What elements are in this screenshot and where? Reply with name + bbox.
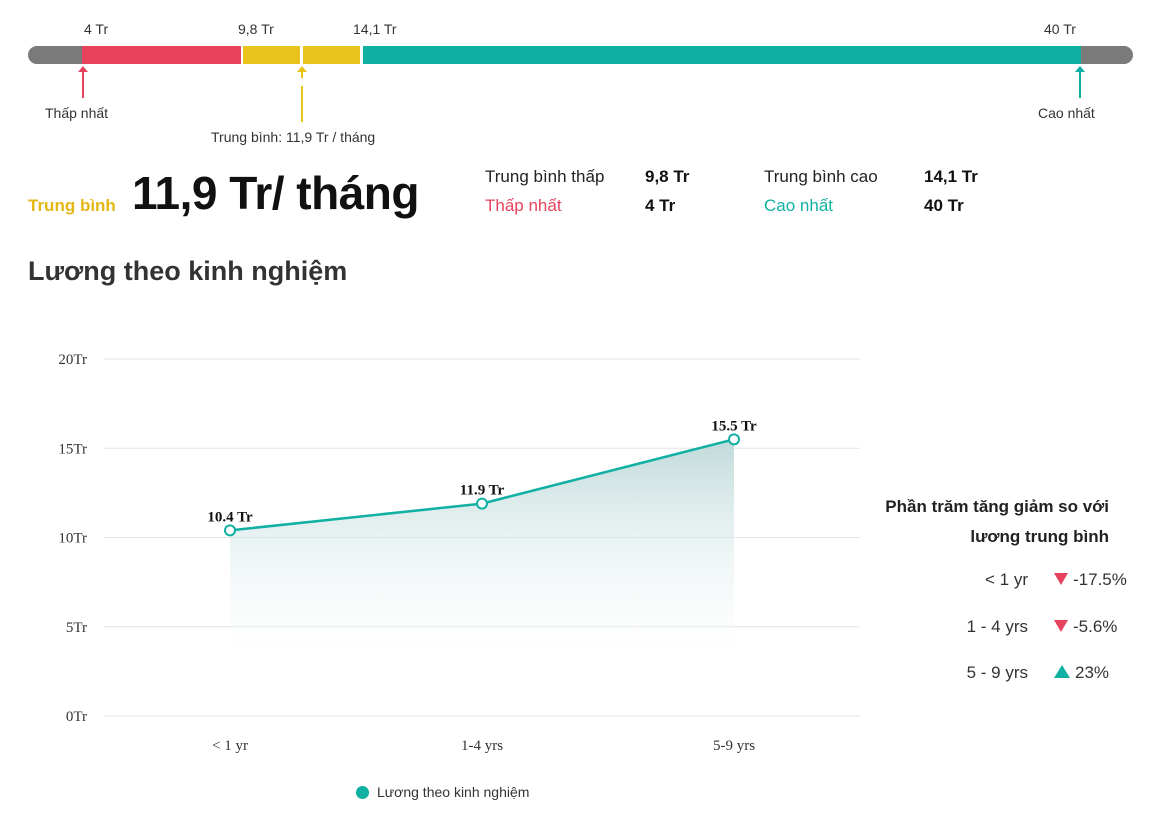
y-tick-label: 20Tr [58,352,87,368]
highest-marker-label: Cao nhất [1038,105,1095,121]
range-segment-low [82,46,241,64]
highest-value: 40 Tr [924,196,964,215]
percent-panel-title-line2: lương trung bình [970,527,1109,546]
y-tick-label: 10Tr [58,531,87,547]
highest-label: Cao nhất [764,196,833,215]
range-high-avg-label: 14,1 Tr [353,21,397,37]
triangle-up-icon [1054,665,1070,678]
data-label: 15.5 Tr [711,418,757,434]
x-tick-label: 5-9 yrs [713,738,755,754]
y-tick-label: 15Tr [58,441,87,457]
chart-y-axis: 0Tr 5Tr 10Tr 15Tr 20Tr [58,352,87,725]
y-tick-label: 0Tr [66,709,87,725]
lowest-marker-arrow-icon [78,66,88,98]
legend-marker-icon [356,786,369,799]
triangle-down-icon [1054,620,1068,632]
percent-row-change: 23% [1054,663,1109,683]
percent-row-category: < 1 yr [985,570,1028,589]
average-value: 11,9 Tr/ tháng [132,167,420,219]
average-marker-label: Trung bình: 11,9 Tr / tháng [211,129,376,145]
range-segment-below-min [28,46,88,64]
percent-panel-title: Phần trăm tăng giảm so với lương trung b… [809,492,1109,552]
series-area [230,439,734,656]
percent-row: 1 - 4 yrs -5.6% [900,617,1130,639]
percent-row-change: -17.5% [1054,570,1127,590]
range-segment-above-max [1081,46,1133,64]
range-segment-high [363,46,1081,64]
section-title: Lương theo kinh nghiệm [28,256,348,286]
percent-row-category: 5 - 9 yrs [966,663,1028,682]
data-point[interactable] [476,497,488,510]
highest-marker-arrow-icon [1075,66,1085,98]
lowest-value: 4 Tr [645,196,676,215]
range-segment-average-high [303,46,360,64]
percent-panel-title-line1: Phần trăm tăng giảm so với [885,497,1109,516]
percent-row: 5 - 9 yrs 23% [900,663,1130,685]
average-label: Trung bình [28,196,116,215]
low-average-value: 9,8 Tr [645,167,690,186]
high-average-value: 14,1 Tr [924,167,978,186]
lowest-label: Thấp nhất [485,196,562,215]
range-low-avg-label: 9,8 Tr [238,21,274,37]
chart-x-axis: < 1 yr 1-4 yrs 5-9 yrs [212,738,755,754]
percent-row: < 1 yr -17.5% [900,570,1130,592]
range-min-label: 4 Tr [84,21,109,37]
data-label: 11.9 Tr [460,483,505,499]
range-max-label: 40 Tr [1044,21,1076,37]
average-marker-arrow-icon [297,66,307,122]
chart-legend[interactable]: Lương theo kinh nghiệm [356,784,529,800]
legend-label: Lương theo kinh nghiệm [377,784,530,800]
data-point[interactable] [728,433,740,446]
x-tick-label: < 1 yr [212,738,248,754]
low-average-label: Trung bình thấp [485,167,605,186]
y-tick-label: 5Tr [66,620,87,636]
percent-row-change: -5.6% [1054,617,1117,637]
data-label: 10.4 Tr [207,509,253,525]
data-point[interactable] [224,524,236,537]
high-average-label: Trung bình cao [764,167,878,186]
range-segment-average-low [243,46,300,64]
x-tick-label: 1-4 yrs [461,738,503,754]
lowest-marker-label: Thấp nhất [45,105,109,121]
chart-series: 10.4 Tr 11.9 Tr 15.5 Tr [207,418,757,656]
triangle-down-icon [1054,573,1068,585]
percent-row-category: 1 - 4 yrs [966,617,1028,636]
